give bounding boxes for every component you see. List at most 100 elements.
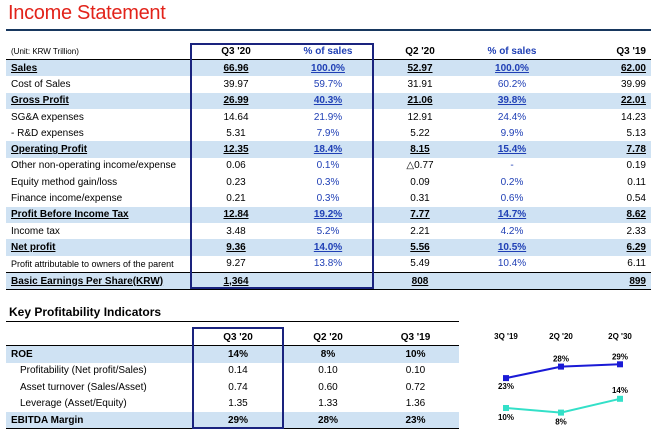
cell-value: 19.2% [282, 206, 374, 223]
row-label: ROE [6, 345, 192, 363]
data-label: 28% [553, 355, 569, 364]
col-header: Q3 '19 [558, 44, 651, 60]
cell-value: 10% [372, 345, 459, 363]
kpi-header-row: Q3 '20 Q2 '20 Q3 '19 [6, 329, 459, 347]
data-point [617, 395, 623, 402]
row-label: Operating Profit [6, 141, 190, 158]
cell-value: 8.62 [558, 206, 651, 223]
row-label: Net profit [6, 239, 190, 256]
cell-value: 21.9% [313, 111, 343, 123]
table-row: SG&A expenses 14.64 21.9% 12.91 24.4% 14… [6, 109, 651, 125]
cell-value: 15.4% [466, 141, 558, 158]
table-row: Equity method gain/loss 0.23 0.3% 0.09 0… [6, 174, 651, 190]
cell-value: 0.60 [318, 381, 338, 393]
row-label: Profitability (Net profit/Sales) [20, 365, 147, 377]
q3-20-highlight-box [190, 43, 374, 289]
col-header: Q3 '20 [192, 329, 284, 347]
table-row: Gross Profit 26.99 40.3% 21.06 39.8% 22.… [6, 92, 651, 109]
kpi-divider [6, 321, 459, 322]
kpi-q3-20-highlight-box [192, 327, 284, 429]
cell-value: 899 [558, 271, 651, 291]
table-row: ROE 14% 8% 10% [6, 345, 459, 363]
table-row: Other non-operating income/expense 0.06 … [6, 158, 651, 174]
col-header: Q3 '19 [372, 329, 459, 347]
row-label: Finance income/expense [11, 193, 123, 205]
cell-value: - [510, 160, 514, 172]
cell-value: 1.35 [228, 398, 248, 410]
cell-value: 1.36 [405, 398, 426, 410]
cell-value: 5.31 [226, 127, 246, 139]
cell-value: 18.4% [282, 141, 374, 158]
cell-value: 13.8% [313, 258, 343, 270]
kpi-section-title: Key Profitability Indicators [9, 305, 162, 319]
cell-value: 808 [374, 271, 466, 291]
cell-value: 40.3% [282, 92, 374, 109]
cell-value: 100.0% [466, 59, 558, 77]
cell-value: 7.77 [374, 206, 466, 223]
row-label: Profit attributable to owners of the par… [11, 258, 174, 269]
table-row: Profitability (Net profit/Sales) 0.14 0.… [6, 363, 459, 379]
cell-value: 6.29 [558, 239, 651, 256]
cell-value: 14.23 [620, 111, 646, 123]
table-row: Finance income/expense 0.21 0.3% 0.31 0.… [6, 190, 651, 206]
data-label: 23% [498, 382, 514, 391]
x-tick-label: 2Q '30 [608, 332, 632, 341]
cell-value: 1.33 [318, 398, 338, 410]
cell-value: 0.23 [226, 176, 246, 188]
col-header: % of sales [282, 44, 374, 60]
row-label: Equity method gain/loss [11, 176, 118, 188]
cell-value: 4.2% [500, 225, 524, 237]
row-label: Other non-operating income/expense [11, 160, 177, 172]
cell-value [466, 271, 558, 291]
cell-value: 5.2% [316, 225, 340, 237]
row-label: EBITDA Margin [6, 411, 192, 430]
cell-value: 14.64 [223, 111, 249, 123]
cell-value: 14.0% [282, 239, 374, 256]
table-row: Cost of Sales 39.97 59.7% 31.91 60.2% 39… [6, 76, 651, 92]
cell-value: 62.00 [558, 59, 651, 77]
data-point [503, 375, 509, 382]
cell-value: 39.8% [466, 92, 558, 109]
page-title: Income Statement [8, 2, 166, 24]
data-point [617, 361, 623, 368]
cell-value: △0.77 [406, 160, 434, 172]
table-row: Operating Profit 12.35 18.4% 8.15 15.4% … [6, 141, 651, 158]
data-point [558, 409, 564, 416]
cell-value: 9.36 [190, 239, 282, 256]
cell-value: 26.99 [190, 92, 282, 109]
row-label: Leverage (Asset/Equity) [20, 398, 127, 410]
cell-value: 0.11 [627, 176, 646, 188]
cell-value: 59.7% [313, 78, 343, 90]
cell-value: 0.3% [316, 193, 340, 205]
cell-value: 10.4% [497, 258, 527, 270]
cell-value: 3.48 [226, 225, 246, 237]
cell-value: 0.10 [318, 365, 338, 377]
cell-value: 52.97 [374, 59, 466, 77]
income-statement-table: (Unit: KRW Trillion) Q3 '20 % of sales Q… [6, 44, 651, 291]
cell-value: 0.21 [226, 193, 246, 205]
cell-value: 10.5% [466, 239, 558, 256]
unit-label: (Unit: KRW Trillion) [6, 44, 190, 60]
cell-value: 21.06 [374, 92, 466, 109]
cell-value: 0.09 [410, 176, 430, 188]
cell-value: 7.78 [558, 141, 651, 158]
cell-value: 14.7% [466, 206, 558, 223]
col-header: Q3 '20 [190, 44, 282, 60]
cell-value: 0.1% [316, 160, 340, 172]
cell-value: 9.9% [500, 127, 524, 139]
cell-value: 31.91 [407, 78, 433, 90]
cell-value: 14% [192, 345, 284, 363]
cell-value: 12.35 [190, 141, 282, 158]
col-header: Q2 '20 [374, 44, 466, 60]
income-header-row: (Unit: KRW Trillion) Q3 '20 % of sales Q… [6, 44, 651, 60]
table-row: Sales 66.96 100.0% 52.97 100.0% 62.00 [6, 59, 651, 77]
cell-value: 5.56 [374, 239, 466, 256]
title-divider [6, 29, 651, 31]
cell-value: 8% [284, 345, 372, 363]
cell-value: 0.19 [626, 160, 646, 172]
table-row: Asset turnover (Sales/Asset) 0.74 0.60 0… [6, 379, 459, 395]
kpi-header-blank [6, 329, 192, 347]
cell-value: 0.31 [410, 193, 430, 205]
col-header: % of sales [466, 44, 558, 60]
table-row: Profit Before Income Tax 12.84 19.2% 7.7… [6, 206, 651, 223]
